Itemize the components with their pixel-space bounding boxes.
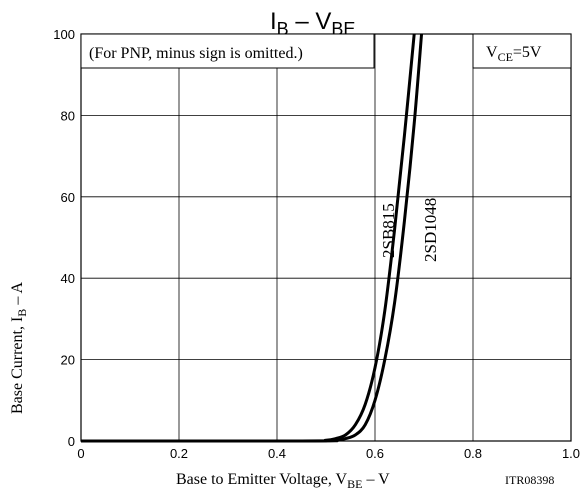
y-label-sub: B <box>15 309 29 317</box>
x-tick-label: 0.2 <box>170 446 188 461</box>
title-rest: – V <box>289 8 332 35</box>
x-tick-labels: 0 0.2 0.4 0.6 0.8 1.0 <box>77 446 580 461</box>
note-box <box>80 33 375 69</box>
x-tick-label: 0.8 <box>464 446 482 461</box>
x-axis-label: Base to Emitter Voltage, VBE – V <box>176 471 390 491</box>
y-tick-label: 40 <box>61 271 75 286</box>
condition-label: VCE=5V <box>486 44 542 64</box>
x-tick-label: 0 <box>77 446 84 461</box>
x-tick-label: 0.4 <box>268 446 286 461</box>
condition-value: =5V <box>513 44 542 61</box>
plot-area <box>81 34 571 441</box>
title-symbol: I <box>270 8 277 35</box>
x-tick-label: 1.0 <box>562 446 580 461</box>
figure-code: ITR08398 <box>505 473 554 487</box>
note-text: (For PNP, minus sign is omitted.) <box>89 45 303 62</box>
y-tick-labels: 0 20 40 60 80 100 <box>53 27 75 449</box>
condition-box <box>472 33 572 69</box>
y-label-unit: – A <box>9 282 26 309</box>
y-tick-label: 60 <box>61 190 75 205</box>
y-tick-label: 80 <box>61 108 75 123</box>
y-tick-label: 100 <box>53 27 75 42</box>
y-tick-label: 0 <box>68 434 75 449</box>
y-axis-label: Base Current, IB – A <box>9 282 29 414</box>
x-label-unit: – V <box>362 471 390 488</box>
series-label-2sb815: 2SB815 <box>379 203 398 258</box>
y-label-text: Base Current, I <box>9 317 26 414</box>
x-label-sub: BE <box>347 477 362 491</box>
grid-lines <box>81 34 571 441</box>
series-label-2sd1048: 2SD1048 <box>421 198 440 262</box>
x-tick-label: 0.6 <box>366 446 384 461</box>
condition-symbol: V <box>486 44 498 61</box>
condition-sub: CE <box>498 50 513 64</box>
x-label-text: Base to Emitter Voltage, V <box>176 471 348 488</box>
y-tick-label: 20 <box>61 353 75 368</box>
